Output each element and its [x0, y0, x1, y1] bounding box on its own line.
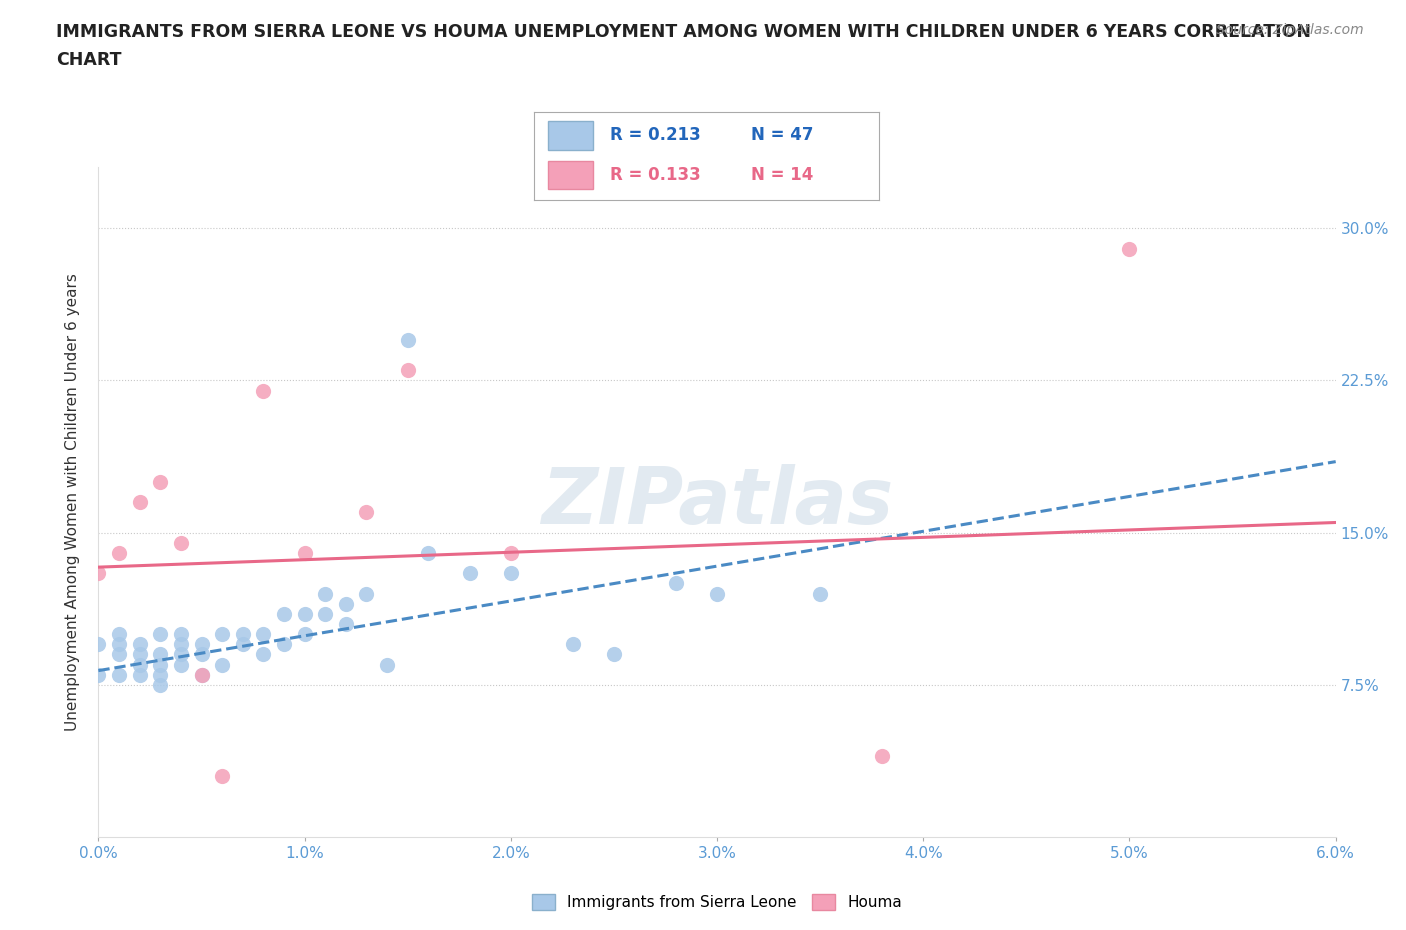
Point — [128, 637, 150, 652]
Point — [149, 677, 172, 692]
Point — [211, 658, 233, 672]
Y-axis label: Unemployment Among Women with Children Under 6 years: Unemployment Among Women with Children U… — [65, 273, 80, 731]
Point — [665, 576, 688, 591]
Point — [108, 647, 131, 662]
Point — [356, 505, 378, 520]
Point — [170, 658, 193, 672]
Point — [108, 667, 131, 682]
Point — [108, 546, 131, 561]
FancyBboxPatch shape — [548, 161, 593, 190]
Point — [396, 332, 419, 347]
Point — [128, 667, 150, 682]
Point — [170, 637, 193, 652]
Point — [252, 383, 274, 398]
Point — [87, 667, 110, 682]
Point — [294, 546, 316, 561]
Point — [396, 363, 419, 378]
Point — [149, 474, 172, 489]
Text: N = 14: N = 14 — [751, 166, 814, 184]
Point — [273, 606, 295, 621]
Point — [190, 637, 212, 652]
Point — [499, 546, 522, 561]
Point — [499, 565, 522, 580]
Point — [356, 586, 378, 601]
Point — [128, 647, 150, 662]
Point — [232, 627, 254, 642]
FancyBboxPatch shape — [548, 121, 593, 150]
Point — [211, 627, 233, 642]
Point — [603, 647, 626, 662]
Point — [190, 667, 212, 682]
Point — [314, 586, 336, 601]
Point — [458, 565, 481, 580]
Text: R = 0.213: R = 0.213 — [610, 126, 700, 144]
Text: IMMIGRANTS FROM SIERRA LEONE VS HOUMA UNEMPLOYMENT AMONG WOMEN WITH CHILDREN UND: IMMIGRANTS FROM SIERRA LEONE VS HOUMA UN… — [56, 23, 1312, 41]
Text: N = 47: N = 47 — [751, 126, 814, 144]
Point — [170, 536, 193, 551]
Point — [706, 586, 728, 601]
Point — [190, 647, 212, 662]
Point — [87, 565, 110, 580]
Point — [252, 627, 274, 642]
Point — [418, 546, 440, 561]
Text: ZIPatlas: ZIPatlas — [541, 464, 893, 540]
Point — [170, 647, 193, 662]
Point — [252, 647, 274, 662]
Point — [149, 627, 172, 642]
Text: R = 0.133: R = 0.133 — [610, 166, 700, 184]
Point — [232, 637, 254, 652]
Point — [314, 606, 336, 621]
Point — [335, 617, 357, 631]
Point — [375, 658, 398, 672]
Point — [108, 637, 131, 652]
Point — [149, 647, 172, 662]
Point — [1118, 241, 1140, 256]
Point — [149, 658, 172, 672]
Point — [211, 769, 233, 784]
Text: Source: ZipAtlas.com: Source: ZipAtlas.com — [1216, 23, 1364, 37]
Point — [170, 627, 193, 642]
Point — [870, 749, 893, 764]
Text: CHART: CHART — [56, 51, 122, 69]
Point — [335, 596, 357, 611]
Point — [273, 637, 295, 652]
Point — [128, 495, 150, 510]
Point — [190, 667, 212, 682]
Point — [87, 637, 110, 652]
Point — [128, 658, 150, 672]
Point — [294, 606, 316, 621]
Point — [808, 586, 831, 601]
Point — [561, 637, 583, 652]
Legend: Immigrants from Sierra Leone, Houma: Immigrants from Sierra Leone, Houma — [526, 888, 908, 916]
Point — [108, 627, 131, 642]
Point — [294, 627, 316, 642]
Point — [149, 667, 172, 682]
